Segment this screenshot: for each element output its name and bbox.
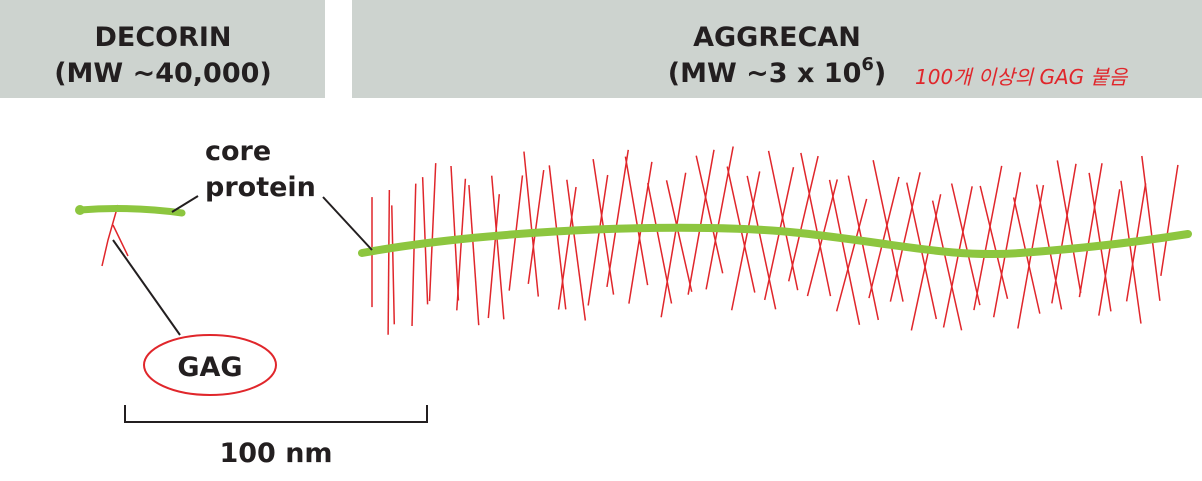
decorin-header-box	[0, 0, 325, 98]
gag-chain	[660, 172, 687, 318]
gag-chain	[847, 175, 880, 321]
gag-chain	[428, 163, 437, 302]
gag-chain	[411, 183, 417, 327]
decorin-gag	[101, 204, 129, 267]
gag-chain	[889, 172, 921, 302]
gag-chain	[835, 198, 868, 312]
gag-chain	[450, 165, 460, 301]
gag-chain	[787, 155, 819, 282]
gag-chain	[828, 179, 861, 325]
aggrecan-mw-suffix: )	[874, 58, 886, 89]
gag-chain	[587, 174, 609, 306]
gag-chain	[942, 186, 973, 328]
leader-core-aggrecan	[322, 196, 373, 251]
gag-chain	[931, 200, 963, 331]
gag-chain	[387, 189, 391, 335]
aggrecan-mw-text: (MW ~3 x 10	[668, 58, 862, 89]
gag-chain	[1098, 189, 1121, 316]
gag-chain	[868, 176, 900, 299]
gag-chain	[606, 149, 630, 288]
gag-chain	[490, 175, 505, 320]
decorin-core-protein	[76, 205, 186, 217]
gag-chain	[391, 205, 396, 325]
decorin-mw: (MW ~40,000)	[54, 58, 272, 89]
gag-chain	[1120, 180, 1142, 324]
gag-chain	[695, 155, 724, 274]
gag-chain	[767, 150, 799, 291]
decorin-end	[75, 205, 85, 215]
gag-chain	[746, 175, 777, 310]
scale-bar	[124, 405, 428, 423]
aggrecan-gags	[371, 146, 1179, 335]
core-label: core	[205, 136, 271, 167]
gag-chain	[527, 169, 545, 284]
gag-chain	[979, 185, 1009, 300]
gag-chain	[730, 171, 761, 311]
gag-chain	[973, 165, 1003, 311]
gag-chain	[523, 151, 540, 297]
gag-chain	[456, 178, 467, 311]
gag-chain	[647, 183, 673, 304]
gag-circle	[143, 334, 277, 396]
aggrecan-core-protein	[358, 223, 1192, 259]
gag-chain	[1141, 155, 1161, 301]
gag-chain	[687, 149, 715, 295]
gag-chain	[548, 165, 567, 310]
leader-gag	[112, 239, 181, 336]
gag-chain	[872, 160, 904, 302]
gag-chain	[800, 152, 832, 297]
gag-label: GAG	[177, 352, 242, 383]
protein-label: protein	[205, 172, 316, 203]
aggrecan-mw-sup: 6	[861, 54, 874, 75]
gag-chain	[665, 180, 693, 292]
handwritten-note: 100개 이상의 GAG 붙음	[915, 65, 1129, 89]
gag-chain	[1078, 163, 1103, 298]
aggrecan-title: AGGRECAN	[693, 22, 861, 53]
gag-chain	[1160, 164, 1179, 277]
gag-chain	[1017, 185, 1045, 329]
gag-chain	[950, 183, 981, 306]
decorin-title: DECORIN	[94, 22, 231, 53]
scale-label: 100 nm	[219, 438, 332, 469]
aggrecan-mw: (MW ~3 x 106)	[668, 54, 886, 89]
gag-chain	[566, 179, 587, 321]
gag-chain	[1051, 163, 1077, 304]
gag-chain	[487, 194, 501, 319]
gag-chain	[1056, 160, 1082, 293]
gag-chain	[624, 156, 649, 286]
gag-chain	[992, 172, 1022, 318]
gag-chain	[468, 185, 480, 326]
aggrecan-header-box	[352, 0, 1202, 98]
gag-chain	[557, 186, 577, 310]
leader-core-decorin	[171, 195, 199, 213]
